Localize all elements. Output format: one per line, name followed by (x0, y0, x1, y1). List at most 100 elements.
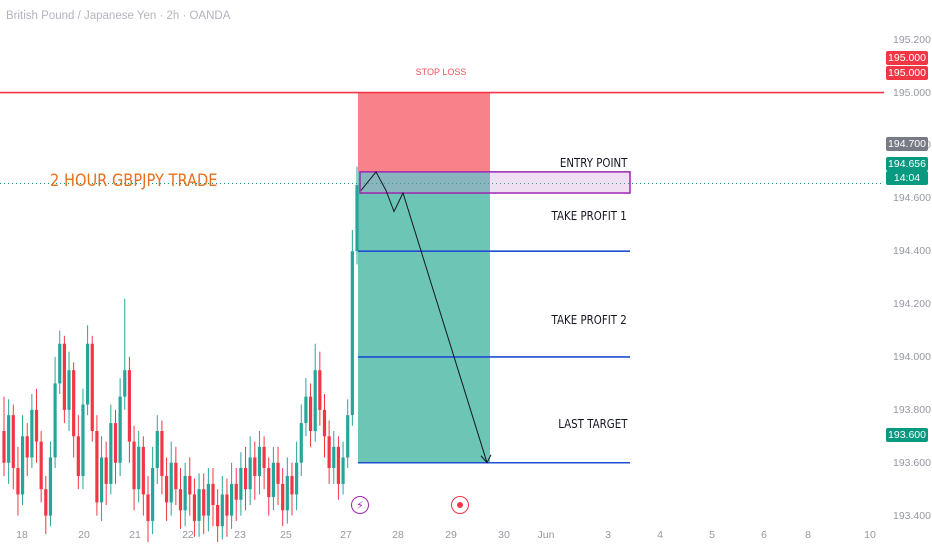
candle-body (336, 446, 341, 484)
candle-body (285, 475, 289, 511)
entry-point-label: ENTRY POINT (559, 155, 627, 170)
candle-body (39, 441, 43, 490)
candle-body (197, 489, 201, 521)
candle-body (86, 343, 90, 405)
entry-box (359, 171, 631, 194)
x-tick-label: 30 (498, 529, 510, 541)
y-tick-label: 194.000 (893, 350, 931, 363)
x-tick-label: 23 (234, 529, 246, 541)
price-axis[interactable] (884, 0, 932, 550)
y-tick-label: 193.800 (893, 403, 931, 416)
candle-body (174, 462, 178, 490)
candle-body (216, 505, 220, 527)
candle-body (276, 462, 280, 484)
x-tick-label: 5 (709, 529, 715, 541)
candle-body (30, 409, 34, 458)
candle-body (188, 475, 192, 495)
y-tick-label: 195.000 (893, 86, 931, 99)
candle-body (20, 436, 25, 495)
candle-body (350, 251, 354, 416)
stop-loss-zone (358, 92, 490, 172)
candle-body (318, 370, 322, 410)
candle-body (243, 468, 248, 490)
take-profit-1-label: TAKE PROFIT 1 (551, 208, 627, 223)
candle-body (99, 457, 104, 503)
candle-body (109, 423, 113, 484)
candle-body (229, 483, 234, 516)
candle-body (257, 446, 262, 476)
candle-body (151, 468, 155, 521)
candle-body (34, 409, 39, 442)
candle-body (341, 457, 345, 484)
y-tick-label: 194.200 (893, 298, 931, 311)
candle-body (290, 475, 294, 495)
x-tick-label: 22 (182, 529, 194, 541)
y-tick-label: 194.400 (893, 245, 931, 258)
candle-body (137, 446, 141, 490)
candle-body (253, 457, 257, 476)
x-tick-label: 27 (340, 529, 352, 541)
lightning-icon[interactable]: ⚡ (351, 496, 369, 514)
candle-body (322, 409, 327, 437)
dot-circle-icon[interactable] (451, 496, 469, 514)
candle-body (295, 462, 299, 495)
candle-body (16, 468, 20, 495)
candle-body (239, 468, 243, 500)
trade-headline: 2 HOUR GBPJPY TRADE (50, 171, 218, 191)
candle-body (332, 446, 336, 469)
projected-path (360, 171, 488, 463)
candle-body (178, 489, 183, 511)
target-price-tag: 193.600 (886, 428, 928, 442)
x-tick-label: 20 (78, 529, 90, 541)
candle-body (346, 415, 350, 458)
candle-body (25, 436, 29, 458)
candle-body (44, 489, 48, 516)
candle-body (225, 494, 229, 516)
candle-body (183, 475, 187, 511)
x-tick-label: 28 (392, 529, 404, 541)
candles-group (2, 166, 359, 543)
candle-body (67, 370, 71, 410)
candle-body (299, 423, 303, 463)
candle-body (169, 462, 173, 503)
candle-body (206, 483, 210, 516)
candle-body (160, 431, 164, 476)
candle-body (271, 462, 275, 498)
candle-body (155, 431, 159, 469)
x-tick-label: 6 (761, 529, 767, 541)
candle-body (104, 457, 108, 484)
candle-body (192, 494, 197, 521)
candle-body (267, 468, 271, 498)
candle-body (220, 494, 224, 527)
candle-body (2, 431, 6, 463)
candle-body (76, 436, 80, 476)
candle-body (248, 457, 252, 490)
candle-body (304, 396, 308, 424)
symbol-title[interactable]: British Pound / Japanese Yen · 2h · OAND… (6, 10, 231, 22)
y-tick-label: 195.200 (893, 33, 931, 46)
x-tick-label: Jun (537, 529, 555, 541)
candle-body (7, 415, 11, 463)
candle-body (355, 185, 359, 252)
x-tick-label: 10 (864, 529, 876, 541)
candle-body (113, 423, 118, 463)
projected-path-arrowhead (480, 454, 492, 464)
candle-body (327, 436, 331, 469)
take-profit-2-label: TAKE PROFIT 2 (551, 312, 627, 327)
y-tick-label: 194.600 (893, 192, 931, 205)
x-tick-label: 29 (445, 529, 457, 541)
y-tick-label: 193.400 (893, 509, 931, 522)
candle-body (118, 396, 122, 463)
stop-loss-label: STOP LOSS (415, 67, 467, 77)
x-tick-label: 4 (657, 529, 663, 541)
candle-body (313, 370, 317, 432)
x-tick-label: 3 (605, 529, 611, 541)
candle-body (211, 483, 215, 506)
candle-body (48, 457, 53, 516)
candle-body (202, 489, 206, 516)
x-tick-label: 18 (16, 529, 28, 541)
x-tick-label: 21 (129, 529, 141, 541)
candle-body (132, 441, 136, 490)
candle-body (62, 343, 66, 410)
